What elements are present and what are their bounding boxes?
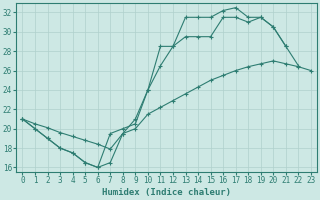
X-axis label: Humidex (Indice chaleur): Humidex (Indice chaleur) xyxy=(102,188,231,197)
